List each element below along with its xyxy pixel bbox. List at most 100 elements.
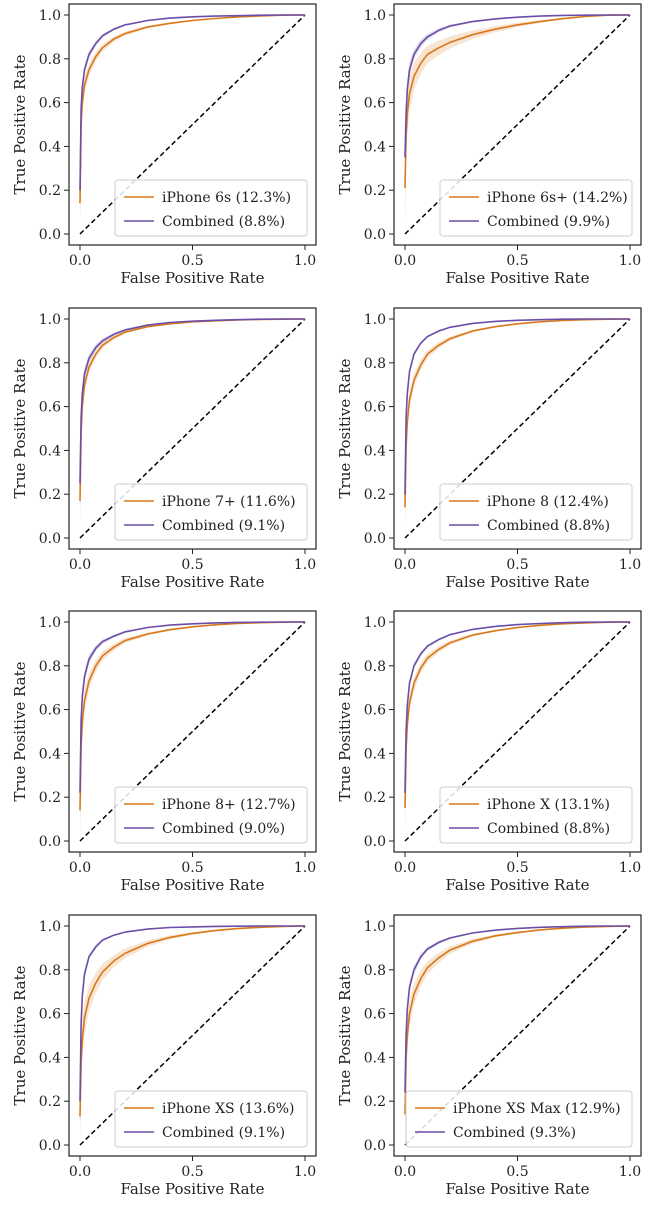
y-axis-label: True Positive Rate — [11, 358, 29, 498]
y-tick-label: 0.4 — [364, 443, 386, 459]
legend-box — [439, 786, 633, 844]
x-tick-label: 0.5 — [181, 253, 203, 269]
y-tick-label: 0.8 — [39, 52, 61, 68]
y-tick-label: 0.4 — [39, 746, 61, 762]
x-tick-label: 1.0 — [619, 253, 641, 269]
x-axis-label: False Positive Rate — [446, 573, 590, 591]
y-tick-label: 0.4 — [39, 443, 61, 459]
y-tick-label: 0.2 — [364, 487, 386, 503]
y-tick-label: 0.2 — [364, 790, 386, 806]
roc-panel-4: 0.0 0.5 1.0 0.0 0.2 0.4 0.6 0.8 1.0 False Positiv… — [336, 307, 642, 591]
y-tick-label: 0.6 — [39, 400, 61, 416]
legend-box — [439, 483, 633, 541]
legend-box — [114, 179, 308, 237]
legend-label-1: iPhone 8 (12.4%) — [487, 494, 609, 510]
roc-line-2 — [79, 925, 305, 1102]
roc-line-1 — [404, 621, 631, 809]
legend: iPhone 7+ (11.6%) Combined (9.1%) — [114, 483, 308, 541]
y-tick-label: 0.0 — [39, 227, 61, 243]
legend: iPhone XS (13.6%) Combined (9.1%) — [114, 1090, 308, 1148]
legend-label-2: Combined (9.1%) — [162, 1125, 285, 1141]
y-axis-label: True Positive Rate — [11, 54, 29, 194]
y-tick-label: 0.2 — [364, 183, 386, 199]
roc-line-2 — [79, 318, 305, 484]
y-tick-label: 0.8 — [364, 963, 386, 979]
roc-panel-1: 0.0 0.5 1.0 0.0 0.2 0.4 0.6 0.8 1.0 False Positiv… — [11, 3, 317, 287]
x-tick-label: 0.5 — [506, 1164, 528, 1180]
x-tick-label: 1.0 — [294, 860, 316, 876]
y-tick-label: 1.0 — [39, 615, 61, 631]
x-tick-label: 0.0 — [394, 253, 416, 269]
legend-label-2: Combined (8.8%) — [162, 214, 285, 230]
y-axis-label: True Positive Rate — [336, 965, 354, 1105]
y-tick-label: 1.0 — [364, 615, 386, 631]
roc-line-1 — [79, 925, 306, 1117]
x-axis-label: False Positive Rate — [121, 876, 265, 894]
y-tick-label: 0.4 — [39, 1050, 61, 1066]
legend: iPhone X (13.1%) Combined (8.8%) — [439, 786, 633, 844]
legend-label-1: iPhone 8+ (12.7%) — [162, 797, 296, 813]
y-tick-label: 0.2 — [364, 1094, 386, 1110]
roc-line-2 — [404, 318, 630, 495]
x-tick-label: 1.0 — [619, 557, 641, 573]
y-axis-label: True Positive Rate — [11, 661, 29, 801]
roc-panel-5: 0.0 0.5 1.0 0.0 0.2 0.4 0.6 0.8 1.0 False Positiv… — [11, 610, 317, 894]
roc-panel-2: 0.0 0.5 1.0 0.0 0.2 0.4 0.6 0.8 1.0 False Positiv… — [336, 3, 642, 287]
x-axis-label: False Positive Rate — [121, 269, 265, 287]
y-tick-label: 0.4 — [364, 139, 386, 155]
legend-box — [114, 1090, 308, 1148]
roc-line-2 — [79, 14, 305, 191]
y-axis-label: True Positive Rate — [336, 661, 354, 801]
roc-line-2 — [79, 621, 305, 793]
x-axis-label: False Positive Rate — [121, 1180, 265, 1198]
legend-label-2: Combined (9.0%) — [162, 821, 285, 837]
y-tick-label: 0.8 — [364, 52, 386, 68]
legend: iPhone 8 (12.4%) Combined (8.8%) — [439, 483, 633, 541]
x-tick-label: 0.5 — [181, 1164, 203, 1180]
confidence-band-2 — [80, 319, 305, 515]
x-tick-label: 0.5 — [506, 557, 528, 573]
roc-panel-6: 0.0 0.5 1.0 0.0 0.2 0.4 0.6 0.8 1.0 False Positiv… — [336, 610, 642, 894]
y-tick-label: 0.0 — [39, 531, 61, 547]
y-tick-label: 1.0 — [364, 8, 386, 24]
x-tick-label: 1.0 — [619, 860, 641, 876]
y-axis-label: True Positive Rate — [11, 965, 29, 1105]
roc-panel-8: 0.0 0.5 1.0 0.0 0.2 0.4 0.6 0.8 1.0 False Positiv… — [336, 914, 642, 1198]
legend-label-1: iPhone X (13.1%) — [487, 797, 610, 813]
legend-label-2: Combined (8.8%) — [487, 821, 610, 837]
x-axis-label: False Positive Rate — [446, 876, 590, 894]
x-tick-label: 0.0 — [394, 557, 416, 573]
y-tick-label: 0.0 — [364, 531, 386, 547]
x-tick-label: 0.0 — [69, 1164, 91, 1180]
x-axis-label: False Positive Rate — [446, 1180, 590, 1198]
legend-label-2: Combined (9.3%) — [453, 1125, 576, 1141]
legend-box — [114, 786, 308, 844]
x-tick-label: 1.0 — [294, 253, 316, 269]
y-tick-label: 0.0 — [364, 834, 386, 850]
roc-line-1 — [79, 621, 306, 811]
legend-box — [114, 483, 308, 541]
x-tick-label: 0.0 — [69, 557, 91, 573]
y-tick-label: 0.2 — [39, 183, 61, 199]
x-tick-label: 0.5 — [506, 253, 528, 269]
roc-line-1 — [404, 925, 631, 1115]
y-tick-label: 0.0 — [364, 227, 386, 243]
legend-label-2: Combined (9.9%) — [487, 214, 610, 230]
y-tick-label: 0.6 — [39, 703, 61, 719]
y-tick-label: 0.2 — [39, 1094, 61, 1110]
y-tick-label: 0.4 — [364, 746, 386, 762]
legend-box — [405, 1090, 633, 1148]
y-tick-label: 1.0 — [364, 312, 386, 328]
x-tick-label: 0.5 — [181, 557, 203, 573]
y-tick-label: 0.4 — [364, 1050, 386, 1066]
y-tick-label: 0.8 — [39, 356, 61, 372]
y-tick-label: 0.6 — [39, 1007, 61, 1023]
y-tick-label: 0.6 — [364, 1007, 386, 1023]
legend: iPhone XS Max (12.9%) Combined (9.3%) — [405, 1090, 633, 1148]
legend-label-2: Combined (8.8%) — [487, 518, 610, 534]
y-tick-label: 0.6 — [364, 96, 386, 112]
roc-panel-3: 0.0 0.5 1.0 0.0 0.2 0.4 0.6 0.8 1.0 False Positiv… — [11, 307, 317, 591]
roc-line-1 — [404, 318, 631, 508]
roc-line-2 — [404, 925, 630, 1093]
legend: iPhone 6s (12.3%) Combined (8.8%) — [114, 179, 308, 237]
